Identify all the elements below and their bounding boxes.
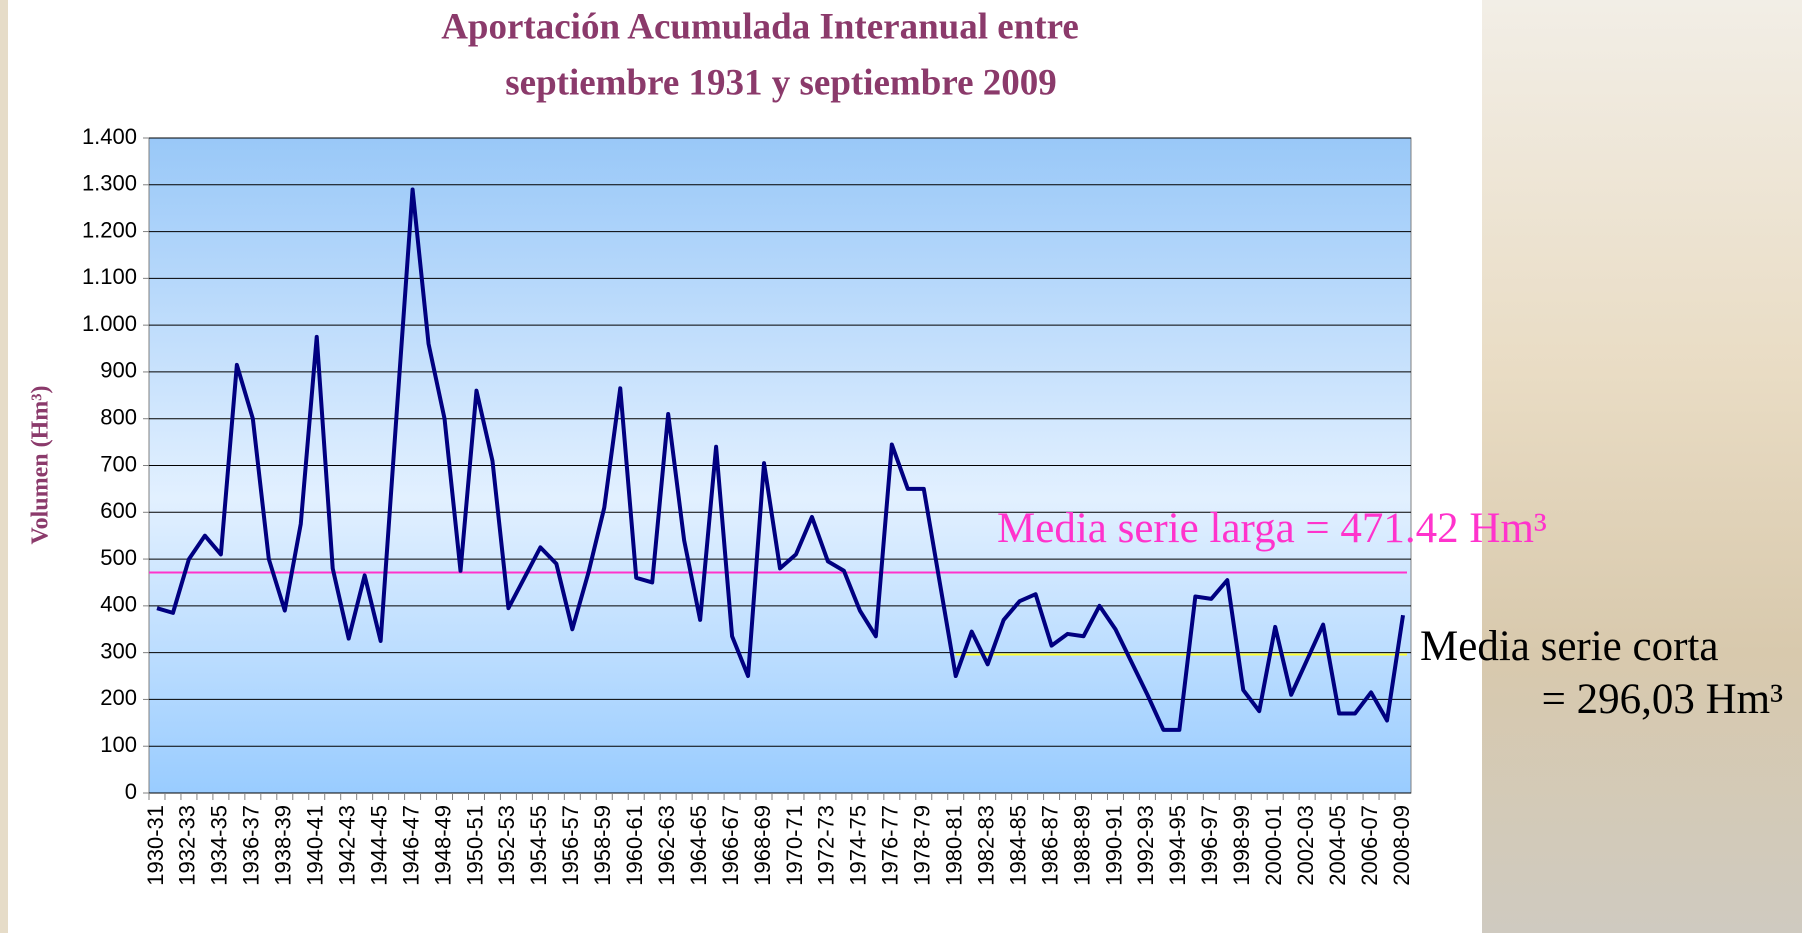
background-photo — [1482, 0, 1802, 933]
x-tick-label: 1942-43 — [334, 805, 359, 886]
x-tick-label: 2002-03 — [1293, 805, 1318, 886]
x-tick-label: 1968-69 — [750, 805, 775, 886]
x-tick-label: 1978-79 — [910, 805, 935, 886]
annotation: = 296,03 Hm³ — [1542, 676, 1784, 723]
y-tick-label: 500 — [100, 545, 137, 570]
y-tick-label: 900 — [100, 358, 137, 383]
x-tick-label: 2006-07 — [1357, 805, 1382, 886]
x-tick-label: 1970-71 — [782, 805, 807, 886]
y-tick-label: 300 — [100, 638, 137, 663]
y-tick-label: 200 — [100, 685, 137, 710]
x-tick-label: 1932-33 — [175, 805, 200, 886]
x-tick-label: 1984-85 — [1005, 805, 1030, 886]
x-tick-label: 1938-39 — [271, 805, 296, 886]
x-tick-label: 2000-01 — [1261, 805, 1286, 886]
x-tick-label: 1966-67 — [718, 805, 743, 886]
y-tick-label: 1.300 — [82, 171, 137, 196]
y-axis-label: Volumen (Hm³) — [28, 386, 54, 545]
x-tick-label: 1960-61 — [622, 805, 647, 886]
x-tick-label: 1964-65 — [686, 805, 711, 886]
data-line — [156, 187, 1405, 732]
x-tick-label: 1956-57 — [558, 805, 583, 886]
x-tick-label: 1962-63 — [654, 805, 679, 886]
chart-title: septiembre 1931 y septiembre 2009 — [505, 62, 1057, 103]
x-tick-label: 1976-77 — [878, 805, 903, 886]
x-tick-label: 1946-47 — [398, 805, 423, 886]
x-tick-label: 1980-81 — [942, 805, 967, 886]
x-tick-label: 1958-59 — [590, 805, 615, 886]
y-tick-label: 700 — [100, 451, 137, 476]
x-tick-label: 1948-49 — [430, 805, 455, 886]
x-tick-label: 1952-53 — [494, 805, 519, 886]
x-tick-label: 1986-87 — [1037, 805, 1062, 886]
x-tick-label: 1930-31 — [143, 805, 168, 886]
y-tick-label: 800 — [100, 405, 137, 430]
x-tick-label: 1996-97 — [1197, 805, 1222, 886]
y-tick-label: 600 — [100, 498, 137, 523]
annotation: Media serie corta — [1420, 623, 1718, 670]
x-tick-label: 1936-37 — [239, 805, 264, 886]
x-tick-label: 1992-93 — [1133, 805, 1158, 886]
y-tick-label: 400 — [100, 592, 137, 617]
y-tick-label: 1.200 — [82, 217, 137, 242]
x-tick-label: 1988-89 — [1069, 805, 1094, 886]
x-tick-label: 1990-91 — [1101, 805, 1126, 886]
y-tick-label: 1.400 — [82, 124, 137, 149]
x-tick-label: 1982-83 — [973, 805, 998, 886]
x-tick-label: 1944-45 — [366, 805, 391, 886]
y-tick-label: 100 — [100, 732, 137, 757]
x-tick-label: 1998-99 — [1229, 805, 1254, 886]
chart-title: Aportación Acumulada Interanual entre — [441, 6, 1079, 47]
x-tick-label: 1954-55 — [526, 805, 551, 886]
x-tick-label: 1972-73 — [814, 805, 839, 886]
x-tick-label: 2008-09 — [1389, 805, 1414, 886]
y-tick-label: 1.000 — [82, 311, 137, 336]
background-edge — [0, 0, 8, 933]
y-tick-label: 0 — [125, 779, 137, 804]
x-tick-label: 1974-75 — [846, 805, 871, 886]
y-tick-label: 1.100 — [82, 264, 137, 289]
x-tick-label: 1950-51 — [462, 805, 487, 886]
x-tick-label: 1940-41 — [303, 805, 328, 886]
annotation: Media serie larga = 471.42 Hm³ — [997, 505, 1547, 552]
x-tick-label: 1934-35 — [207, 805, 232, 886]
x-tick-label: 1994-95 — [1165, 805, 1190, 886]
x-tick-label: 2004-05 — [1325, 805, 1350, 886]
